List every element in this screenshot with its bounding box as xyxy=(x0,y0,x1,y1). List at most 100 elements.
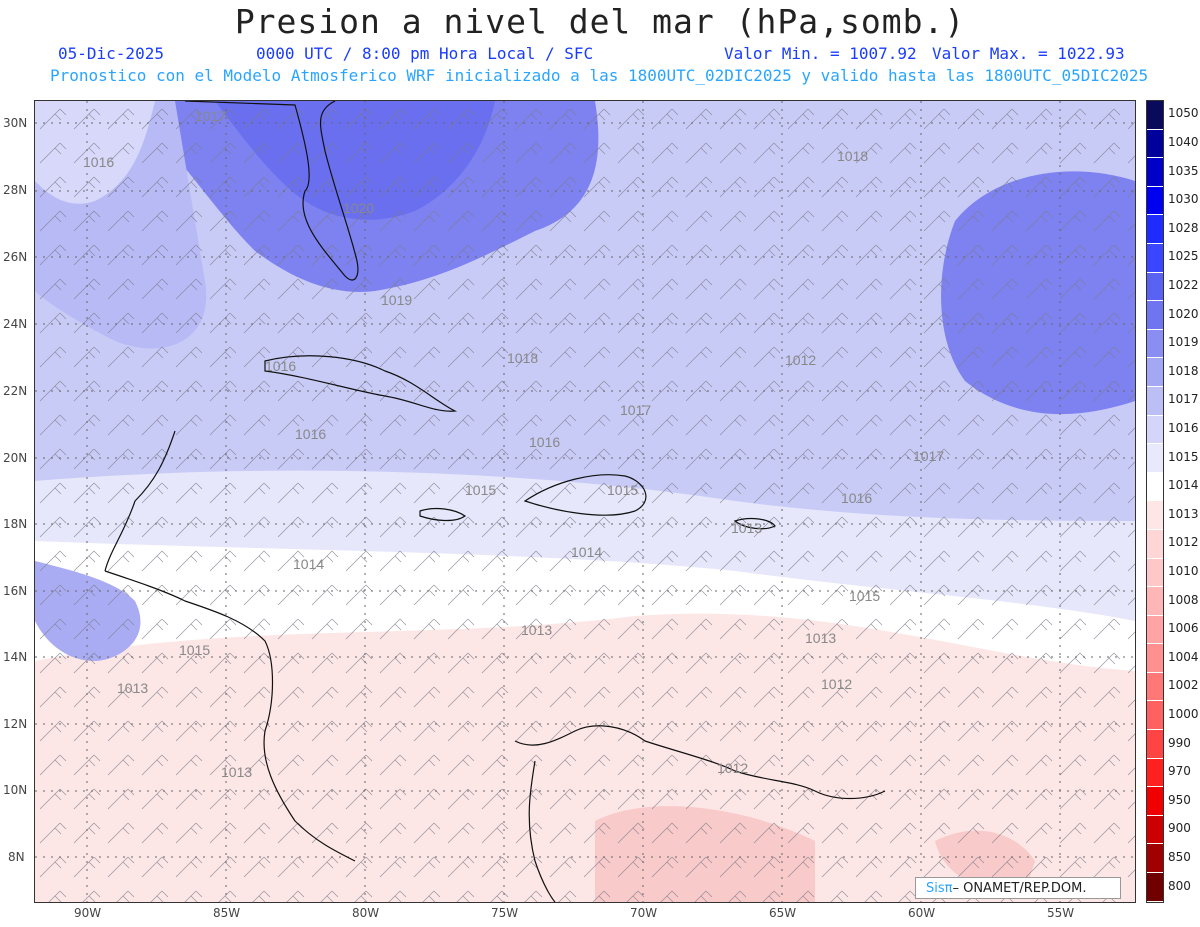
lat-label: 16N xyxy=(3,584,28,598)
colorbar-label: 1025 xyxy=(1168,249,1199,264)
colorbar-swatch xyxy=(1147,558,1163,588)
colorbar-swatch xyxy=(1147,243,1163,273)
colorbar-label: 1002 xyxy=(1168,678,1199,693)
lon-label: 70W xyxy=(630,906,658,920)
contour-label: 1018 xyxy=(507,350,538,366)
colorbar-swatch xyxy=(1147,730,1163,759)
lat-label: 28N xyxy=(3,183,28,197)
lat-label: 12N xyxy=(3,717,28,731)
lon-label: 65W xyxy=(769,906,797,920)
contour-label: 1015 xyxy=(607,482,638,498)
colorbar-label: 850 xyxy=(1168,850,1191,865)
colorbar-label: 1019 xyxy=(1168,335,1199,350)
colorbar-swatch xyxy=(1147,787,1163,816)
colorbar-swatch xyxy=(1147,444,1163,473)
valid-date: 05-Dic-2025 xyxy=(58,44,164,63)
coastlines xyxy=(104,101,886,902)
colorbar-label: 1020 xyxy=(1168,306,1199,321)
valid-time: 0000 UTC / 8:00 pm Hora Local / SFC xyxy=(256,44,594,63)
lon-label: 55W xyxy=(1047,906,1075,920)
map-title: Presion a nivel del mar (hPa,somb.) xyxy=(234,2,966,41)
colorbar-label: 1000 xyxy=(1168,707,1199,722)
colorbar-swatch xyxy=(1147,301,1163,330)
colorbar-label: 1017 xyxy=(1168,392,1199,407)
lat-label: 14N xyxy=(3,650,28,664)
contour-label: 1019 xyxy=(381,292,412,308)
colorbar-label: 1013 xyxy=(1168,506,1199,521)
contour-label: 1013 xyxy=(117,680,148,696)
colorbar-swatch xyxy=(1147,101,1163,130)
lat-label: 24N xyxy=(3,317,28,331)
colorbar-label: 1030 xyxy=(1168,192,1199,207)
contour-label: 1016 xyxy=(265,358,296,374)
max-value: Valor Max. = 1022.93 xyxy=(932,44,1125,63)
credit-box: Sisπ – ONAMET/REP.DOM. xyxy=(915,877,1121,899)
contour-label: 1017 xyxy=(913,448,944,464)
lat-label: 10N xyxy=(3,783,28,797)
colorbar-swatch xyxy=(1147,615,1163,645)
colorbar-swatch xyxy=(1147,758,1163,788)
pressure-map: 1016 1020 1018 1017 1019 1018 1017 1016 … xyxy=(34,100,1136,903)
colorbar-label: 1004 xyxy=(1168,649,1199,664)
colorbar-swatch xyxy=(1147,644,1163,673)
colorbar-swatch xyxy=(1147,672,1163,702)
lat-label: 20N xyxy=(3,451,28,465)
contour-label: 1014 xyxy=(293,556,324,572)
contour-label: 1013 xyxy=(521,622,552,638)
colorbar-label: 1022 xyxy=(1168,277,1199,292)
contour-label: 1018 xyxy=(837,148,868,164)
colorbar-label: 1014 xyxy=(1168,478,1199,493)
colorbar-label: 1040 xyxy=(1168,134,1199,149)
colorbar-label: 1012 xyxy=(1168,535,1199,550)
contour-label: 1020 xyxy=(343,200,374,216)
contour-labels: 1016 1020 1018 1017 1019 1018 1017 1016 … xyxy=(83,108,944,780)
colorbar-swatch xyxy=(1147,415,1163,445)
map-canvas: 1016 1020 1018 1017 1019 1018 1017 1016 … xyxy=(35,101,1135,902)
colorbar-swatch xyxy=(1147,186,1163,216)
credit-org: – ONAMET/REP.DOM. xyxy=(952,880,1087,896)
colorbar-label: 800 xyxy=(1168,878,1191,893)
lon-label: 90W xyxy=(74,906,102,920)
contour-label: 1016 xyxy=(529,434,560,450)
colorbar-swatch xyxy=(1147,386,1163,416)
contour-label: 1014 xyxy=(571,544,602,560)
lon-label: 60W xyxy=(908,906,936,920)
contour-label: 1012 xyxy=(717,760,748,776)
colorbar-label: 1008 xyxy=(1168,592,1199,607)
colorbar-swatch xyxy=(1147,529,1163,559)
contour-label: 1016 xyxy=(83,154,114,170)
colorbar-label: 1018 xyxy=(1168,363,1199,378)
contour-label: 1015 xyxy=(849,588,880,604)
contour-label: 1017 xyxy=(620,402,651,418)
colorbar-label: 1035 xyxy=(1168,163,1199,178)
colorbar-label: 1016 xyxy=(1168,420,1199,435)
min-value: Valor Min. = 1007.92 xyxy=(724,44,917,63)
contour-label: 1013 xyxy=(221,764,252,780)
colorbar-swatch xyxy=(1147,587,1163,616)
colorbar-swatch xyxy=(1147,215,1163,244)
graticule xyxy=(35,101,1135,902)
contour-label: 1017 xyxy=(195,108,226,124)
colorbar-swatch xyxy=(1147,358,1163,387)
colorbar-label: 1006 xyxy=(1168,621,1199,636)
colorbar-swatch xyxy=(1147,701,1163,731)
colorbar-label: 900 xyxy=(1168,821,1191,836)
forecast-info: Pronostico con el Modelo Atmosferico WRF… xyxy=(50,66,1149,85)
colorbar-swatch xyxy=(1147,815,1163,845)
contour-label: 1012 xyxy=(785,352,816,368)
colorbar-swatch xyxy=(1147,129,1163,159)
contour-label: 1015 xyxy=(465,482,496,498)
colorbar-label: 950 xyxy=(1168,792,1191,807)
contour-label: 1013 xyxy=(805,630,836,646)
contour-label: 1013 xyxy=(731,520,762,536)
contour-label: 1016 xyxy=(841,490,872,506)
lat-label: 8N xyxy=(8,850,25,864)
colorbar-label: 1015 xyxy=(1168,449,1199,464)
contour-label: 1012 xyxy=(821,676,852,692)
lon-label: 85W xyxy=(213,906,241,920)
lat-label: 18N xyxy=(3,517,28,531)
lon-label: 75W xyxy=(491,906,519,920)
contour-label: 1016 xyxy=(295,426,326,442)
colorbar-swatch xyxy=(1147,501,1163,530)
colorbar-swatch xyxy=(1147,472,1163,502)
